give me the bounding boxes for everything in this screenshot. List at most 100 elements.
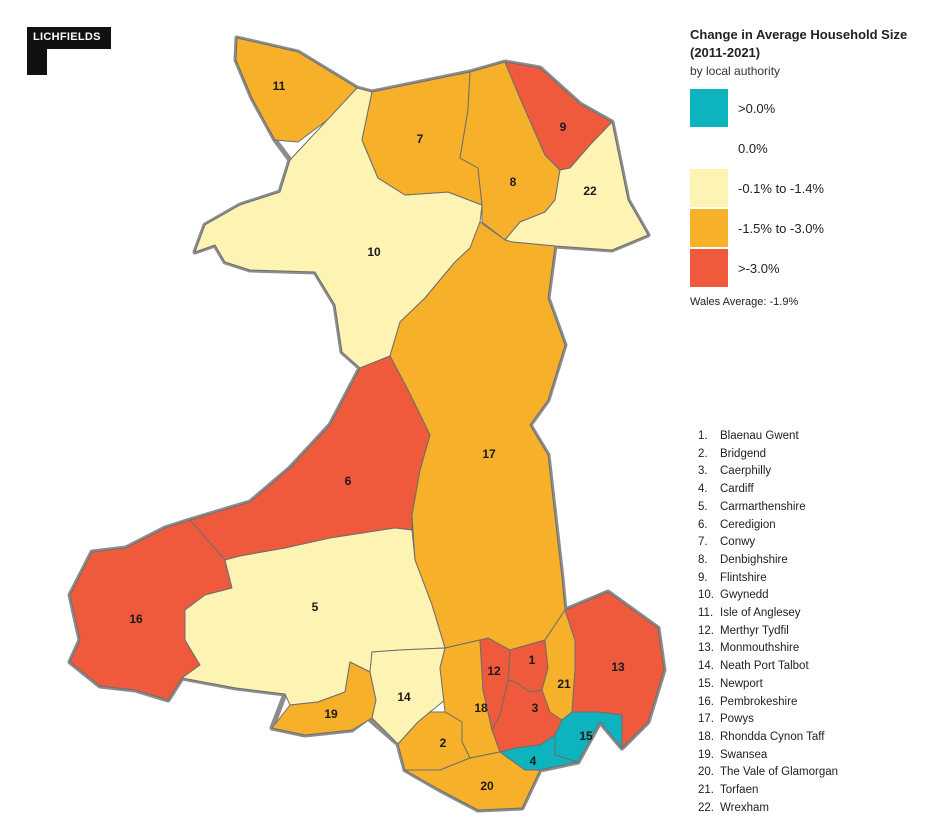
- region-number-label: 18: [474, 701, 488, 715]
- region-list-item: 12. Merthyr Tydfil: [698, 623, 838, 641]
- region-list-number: 3.: [698, 465, 708, 478]
- region-list-name: Caerphilly: [720, 465, 772, 478]
- region-number-label: 14: [397, 690, 411, 704]
- legend-label: -1.5% to -3.0%: [738, 220, 824, 236]
- region-list-number: 14.: [698, 660, 714, 673]
- region-list-number: 9.: [698, 571, 708, 584]
- region-list-number: 21.: [698, 784, 714, 797]
- region-list-number: 7.: [698, 536, 708, 549]
- region-list-item: 7. Conwy: [698, 534, 838, 552]
- region-list-name: Bridgend: [720, 447, 767, 460]
- region-list-item: 10. Gwynedd: [698, 587, 838, 605]
- region-list-name: Gwynedd: [720, 589, 769, 602]
- legend-swatch: [690, 249, 728, 287]
- region-list-name: Neath Port Talbot: [720, 660, 809, 673]
- region-list-name: Swansea: [720, 748, 768, 761]
- region-list-number: 11.: [698, 607, 714, 620]
- region-number-label: 12: [487, 664, 501, 678]
- region-list-item: 8. Denbighshire: [698, 552, 838, 570]
- region-list-name: Monmouthshire: [720, 642, 800, 655]
- region-number-label: 20: [480, 779, 494, 793]
- legend-swatch: [690, 169, 728, 207]
- region-list-item: 2. Bridgend: [698, 446, 838, 464]
- region-list-item: 19. Swansea: [698, 747, 838, 765]
- legend-swatch: [690, 209, 728, 247]
- region-list-item: 18. Rhondda Cynon Taff: [698, 729, 838, 747]
- legend-swatch: [690, 129, 728, 167]
- region-4-cardiff: [499, 734, 579, 771]
- region-list-item: 21. Torfaen: [698, 782, 838, 800]
- legend-title: Change in Average Household Size (2011-2…: [690, 27, 908, 60]
- region-list-item: 13. Monmouthshire: [698, 640, 838, 658]
- wales-average: Wales Average: -1.9%: [690, 296, 799, 308]
- region-list-name: Torfaen: [720, 784, 759, 797]
- region-number-label: 2: [440, 736, 447, 750]
- region-number-label: 19: [324, 707, 338, 721]
- region-list-name: Cardiff: [720, 483, 754, 496]
- region-list-number: 10.: [698, 589, 714, 602]
- region-list: 1. Blaenau Gwent 2. Bridgend 3. Caerphilly 4. C…: [698, 428, 838, 817]
- region-list-number: 4.: [698, 483, 708, 496]
- region-list-item: 20. The Vale of Glamorgan: [698, 764, 838, 782]
- legend-subtitle: by local authority: [690, 64, 781, 78]
- legend-item: -1.5% to -3.0%: [690, 208, 915, 248]
- region-list-number: 17.: [698, 713, 714, 726]
- region-list-name: Isle of Anglesey: [720, 607, 801, 620]
- region-number-label: 17: [482, 447, 496, 461]
- region-number-label: 22: [583, 184, 597, 198]
- region-list-name: Carmarthenshire: [720, 500, 806, 513]
- region-number-label: 7: [417, 132, 424, 146]
- region-list-name: Rhondda Cynon Taff: [720, 730, 825, 743]
- region-list-name: Flintshire: [720, 571, 767, 584]
- lichfields-logo: LICHFIELDS: [27, 27, 111, 75]
- region-list-name: Denbighshire: [720, 553, 788, 566]
- region-list-number: 1.: [698, 430, 708, 442]
- region-list-number: 12.: [698, 624, 714, 637]
- region-list-item: 6. Ceredigion: [698, 517, 838, 535]
- region-11-isle-of-anglesey: [235, 37, 358, 143]
- region-22-wrexham: [504, 121, 649, 251]
- region-list-name: The Vale of Glamorgan: [720, 766, 839, 779]
- region-number-label: 13: [611, 660, 625, 674]
- region-number-label: 10: [367, 245, 381, 259]
- region-number-label: 1: [529, 653, 536, 667]
- region-list-number: 6.: [698, 518, 708, 531]
- region-list-name: Newport: [720, 677, 763, 690]
- region-list-item: 9. Flintshire: [698, 570, 838, 588]
- region-list-item: 5. Carmarthenshire: [698, 499, 838, 517]
- region-list-number: 19.: [698, 748, 714, 761]
- region-list-item: 17. Powys: [698, 711, 838, 729]
- region-list-number: 2.: [698, 447, 708, 460]
- region-number-label: 16: [129, 612, 143, 626]
- region-list-name: Pembrokeshire: [720, 695, 798, 708]
- region-list-item: 22. Wrexham: [698, 800, 838, 818]
- legend-label: 0.0%: [738, 140, 768, 156]
- region-list-name: Ceredigion: [720, 518, 776, 531]
- region-list-name: Blaenau Gwent: [720, 430, 799, 442]
- region-list-name: Powys: [720, 713, 754, 726]
- region-15-newport: [554, 711, 623, 763]
- region-number-label: 9: [560, 120, 567, 134]
- region-list-number: 18.: [698, 730, 714, 743]
- region-number-label: 3: [532, 701, 539, 715]
- region-list-number: 22.: [698, 801, 714, 814]
- region-number-label: 11: [273, 79, 286, 93]
- region-number-label: 6: [345, 474, 352, 488]
- legend-items: >0.0% 0.0% -0.1% to -1.4% -1.5% to -3.0%…: [690, 88, 915, 288]
- legend-item: >-3.0%: [690, 248, 915, 288]
- legend-item: -0.1% to -1.4%: [690, 168, 915, 208]
- legend-label: >-3.0%: [738, 260, 780, 276]
- region-number-label: 5: [312, 600, 319, 614]
- region-list-item: 16. Pembrokeshire: [698, 694, 838, 712]
- legend-label: -0.1% to -1.4%: [738, 180, 824, 196]
- region-list-item: 3. Caerphilly: [698, 463, 838, 481]
- legend-label: >0.0%: [738, 100, 776, 116]
- legend-item: >0.0%: [690, 88, 915, 128]
- region-list-number: 5.: [698, 500, 708, 513]
- region-list-number: 8.: [698, 553, 708, 566]
- region-list-item: 14. Neath Port Talbot: [698, 658, 838, 676]
- legend-swatch: [690, 89, 728, 127]
- region-list-number: 16.: [698, 695, 714, 708]
- region-number-label: 4: [530, 754, 537, 768]
